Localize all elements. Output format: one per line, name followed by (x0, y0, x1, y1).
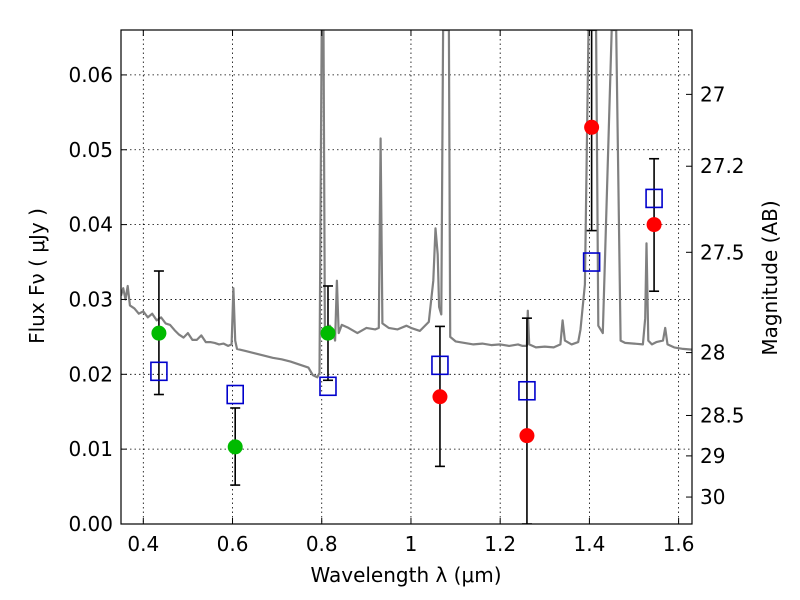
y-tick-label: 0.01 (68, 437, 113, 461)
model-square-marker (226, 384, 244, 405)
observed-red-point (646, 217, 662, 233)
x-tick-label: 1 (405, 532, 418, 556)
y2-tick-label: 28.5 (700, 403, 745, 427)
y-tick-label: 0.04 (68, 213, 113, 237)
y-tick-label: 0.00 (68, 512, 113, 536)
y-tick-label: 0.06 (68, 63, 113, 87)
observed-red-point (584, 119, 600, 135)
y2-tick-label: 27.5 (700, 240, 745, 264)
x-tick-labels: 0.4 0.6 0.8 1 1.2 1.4 1.6 (127, 532, 694, 556)
y-tick-label: 0.03 (68, 287, 113, 311)
x-tick-label: 0.8 (306, 532, 338, 556)
model-square-marker (431, 355, 449, 376)
y2-tick-label: 30 (700, 485, 725, 509)
x-tick-label: 1.6 (663, 532, 695, 556)
observed-green-point (320, 325, 336, 341)
x-axis-label: Wavelength λ (μm) (310, 563, 501, 587)
y-tick-label: 0.02 (68, 362, 113, 386)
y-tick-label: 0.05 (68, 138, 113, 162)
y2-tick-label: 27 (700, 82, 725, 106)
observed-red-point (519, 428, 535, 444)
tick-marks (121, 30, 692, 525)
x-tick-label: 0.4 (127, 532, 159, 556)
observed-green-point (151, 325, 167, 341)
x-tick-label: 0.6 (217, 532, 249, 556)
model-square-marker (645, 188, 663, 209)
y2-tick-label: 29 (700, 444, 725, 468)
model-spectrum-line (121, 30, 692, 379)
x-tick-label: 1.2 (484, 532, 516, 556)
observed-red-point (432, 389, 448, 405)
model-square-marker (319, 376, 337, 397)
data-markers (150, 119, 663, 455)
observed-green-point (227, 439, 243, 455)
y-axis-label: Flux Fν ( μJy ) (25, 208, 49, 344)
model-square-marker (150, 361, 168, 382)
y2-tick-label: 28 (700, 341, 725, 365)
model-spectrum (121, 30, 692, 379)
model-square-marker (518, 380, 536, 401)
plot-frame (120, 29, 693, 525)
x-tick-label: 1.4 (573, 532, 605, 556)
model-square-marker (582, 252, 601, 272)
y2-tick-label: 27.2 (700, 154, 745, 178)
y2-tick-labels: 27 27.2 27.5 28 28.5 29 30 (700, 82, 745, 509)
y-tick-labels: 0.00 0.01 0.02 0.03 0.04 0.05 0.06 (68, 63, 113, 536)
y2-axis-label: Magnitude (AB) (758, 200, 782, 355)
grid (121, 30, 692, 525)
